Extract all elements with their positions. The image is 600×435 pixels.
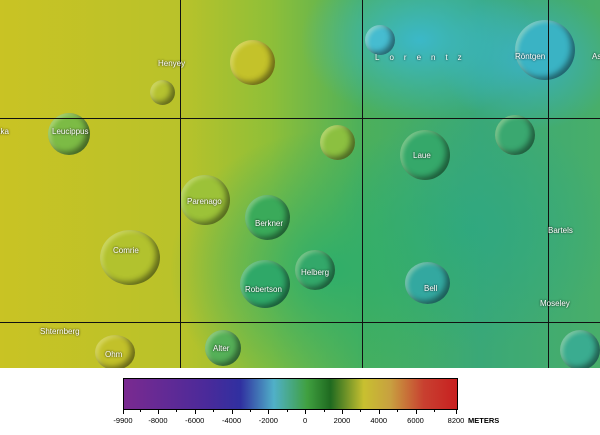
crater-shape (365, 25, 395, 55)
legend-minor-tick (433, 409, 435, 412)
legend-minor-tick (360, 409, 362, 412)
legend-tick-label: -8000 (148, 416, 168, 425)
grid-line (180, 0, 181, 368)
crater-label: Lorentz (375, 53, 472, 62)
crater-label: aka (0, 127, 9, 136)
crater-label: Laue (413, 151, 431, 160)
legend-tick-label: 2000 (333, 416, 351, 425)
legend-minor-tick (139, 409, 141, 412)
crater-label: Bell (424, 284, 438, 293)
legend-tick-label: 0 (303, 416, 308, 425)
crater-laue-basin (400, 130, 450, 180)
legend-unit: METERS (468, 416, 500, 425)
crater-robertson-basin (240, 260, 290, 308)
legend-tick-label: -2000 (258, 416, 278, 425)
crater-bell-basin (405, 262, 450, 304)
crater-label: Bartels (548, 226, 573, 235)
legend-minor-tick (249, 409, 251, 412)
legend-tick (305, 409, 307, 414)
crater-parenago-basin (180, 175, 230, 225)
crater-shape (320, 125, 355, 160)
legend-tick (341, 409, 343, 414)
crater-label: Moseley (540, 299, 570, 308)
crater-label: Shternberg (40, 327, 80, 336)
crater-label: Parenago (187, 197, 222, 206)
crater-label: Leucippus (52, 127, 89, 136)
grid-line (0, 118, 600, 119)
crater-berkner-basin (245, 195, 290, 240)
legend-tick (157, 409, 159, 414)
legend-tick-label: 8200 (447, 416, 465, 425)
legend-tick (268, 409, 270, 414)
legend-tick-label: 4000 (370, 416, 388, 425)
legend-tick (231, 409, 233, 414)
grid-line (548, 0, 549, 368)
legend-tick (415, 409, 417, 414)
legend-minor-tick (323, 409, 325, 412)
crater-label: Berkner (255, 219, 284, 228)
legend-tick-label: -6000 (185, 416, 205, 425)
legend-minor-tick (286, 409, 288, 412)
crater-label: Ohm (105, 350, 123, 359)
legend-tick (456, 409, 457, 414)
crater-alter-basin (205, 330, 241, 366)
legend-minor-tick (176, 409, 178, 412)
crater-helberg-basin (295, 250, 335, 290)
crater-label: As (592, 52, 600, 61)
crater-label: Röntgen (515, 52, 546, 61)
crater-comrie-basin (100, 230, 160, 285)
crater-label: Alter (213, 344, 230, 353)
crater-label: Comrie (113, 246, 139, 255)
crater-label: Robertson (245, 285, 282, 294)
elevation-color-scale (123, 378, 458, 410)
legend-minor-tick (397, 409, 399, 412)
legend-tick-label: -9900 (113, 416, 133, 425)
crater-leucippus-basin (48, 113, 90, 155)
legend-tick (194, 409, 196, 414)
crater-ohm-basin (95, 335, 135, 368)
crater-label: Helberg (301, 268, 330, 277)
grid-line (0, 322, 600, 323)
legend-tick-label: -4000 (221, 416, 242, 425)
crater-shape (495, 115, 535, 155)
grid-line (362, 0, 363, 368)
crater-label: Henyey (158, 59, 186, 68)
legend-minor-tick (213, 409, 215, 412)
crater-shape (150, 80, 175, 105)
crater-shape (560, 330, 600, 368)
topographic-map: Henyey Leucippus aka Comrie Shternberg O… (0, 0, 600, 368)
crater-rontgen-basin (515, 20, 575, 80)
crater-shape (230, 40, 275, 85)
legend-tick-label: 6000 (407, 416, 424, 425)
legend-tick (378, 409, 380, 414)
legend-tick (123, 409, 124, 414)
